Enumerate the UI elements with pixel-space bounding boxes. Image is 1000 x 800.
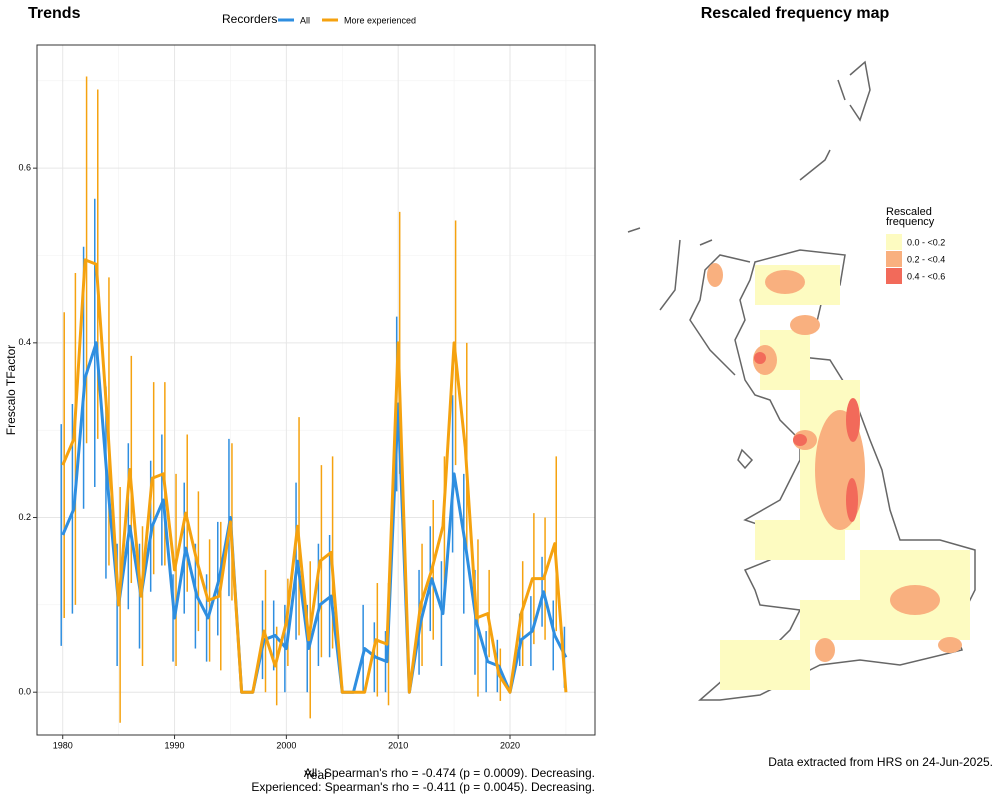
x-tick-label: 1990 xyxy=(165,740,185,750)
map-patch xyxy=(890,585,940,615)
map-patch xyxy=(800,600,870,640)
y-axis-label: Frescalo TFactor xyxy=(4,345,18,435)
x-tick-label: 2010 xyxy=(388,740,408,750)
map-patch xyxy=(765,270,805,294)
stat-note: All: Spearman's rho = -0.474 (p = 0.0009… xyxy=(304,766,595,780)
map-patch xyxy=(720,640,810,690)
legend-swatch xyxy=(886,234,902,250)
map xyxy=(627,60,976,701)
map-patch xyxy=(755,520,845,560)
legend-title: Rescaled xyxy=(886,206,932,218)
legend-title: frequency xyxy=(886,216,935,228)
source-note: Data extracted from HRS on 24-Jun-2025. xyxy=(768,755,993,769)
x-tick-label: 2000 xyxy=(276,740,296,750)
legend-swatch xyxy=(886,251,902,267)
map-patch xyxy=(754,352,766,364)
map-patch xyxy=(846,478,858,522)
x-tick-label: 1980 xyxy=(53,740,73,750)
series-line xyxy=(61,258,568,694)
y-tick-label: 0.4 xyxy=(18,337,31,347)
legend-label: 0.4 - <0.6 xyxy=(907,271,945,281)
map-patch xyxy=(793,434,807,446)
y-tick-label: 0.0 xyxy=(18,687,31,697)
x-axis-label: Year xyxy=(304,768,328,782)
legend-label: More experienced xyxy=(344,15,416,25)
map-title: Rescaled frequency map xyxy=(701,5,890,22)
map-patch xyxy=(707,263,723,287)
map-patch xyxy=(815,638,835,662)
legend-label: All xyxy=(300,15,310,25)
legend-label: 0.0 - <0.2 xyxy=(907,237,945,247)
legend-swatch xyxy=(886,268,902,284)
legend-title: Recorders xyxy=(222,12,277,26)
stat-note: Experienced: Spearman's rho = -0.411 (p … xyxy=(251,780,595,794)
map-patch xyxy=(938,637,962,653)
chart-title: Trends xyxy=(28,5,81,22)
plot-border xyxy=(36,44,596,736)
legend-label: 0.2 - <0.4 xyxy=(907,254,945,264)
map-patch xyxy=(790,315,820,335)
map-patch xyxy=(846,398,860,442)
y-tick-label: 0.6 xyxy=(18,163,31,173)
series-line xyxy=(61,341,568,694)
y-tick-label: 0.2 xyxy=(18,512,31,522)
coastline xyxy=(627,60,871,470)
x-tick-label: 2020 xyxy=(500,740,520,750)
